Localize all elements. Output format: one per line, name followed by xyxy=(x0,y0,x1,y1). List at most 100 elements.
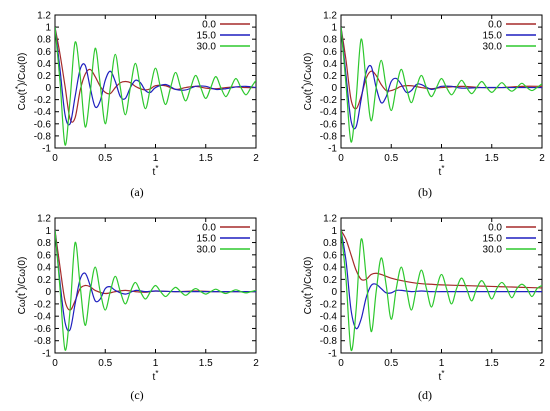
x-tick-label: 0.5 xyxy=(384,358,398,369)
chart-panel-1: -1-0.8-0.6-0.4-0.200.20.40.60.811.20 0.5 1… xyxy=(14,11,259,200)
x-tick-label: 1.5 xyxy=(199,153,213,164)
y-tick-label: 0.4 xyxy=(323,59,337,70)
series-line-15.0 xyxy=(341,230,542,330)
series-line-0.0 xyxy=(55,26,256,123)
x-tick-label: 1 xyxy=(153,153,159,164)
y-tick-label: -0.2 xyxy=(320,95,338,106)
legend-label: 30.0 xyxy=(197,245,217,256)
x-tick-label: 1.5 xyxy=(485,358,499,369)
y-tick-label: 0.4 xyxy=(323,263,337,274)
legend-label: 30.0 xyxy=(483,245,503,256)
y-tick-label: 0 xyxy=(331,287,337,298)
y-tick-label: 0 xyxy=(45,287,51,298)
series-line-0.0 xyxy=(341,229,542,289)
series-line-15.0 xyxy=(55,230,256,332)
series-line-0.0 xyxy=(341,27,542,110)
x-tick-label: 2 xyxy=(253,153,259,164)
series-line-30.0 xyxy=(341,230,542,352)
legend-label: 15.0 xyxy=(483,234,503,245)
y-tick-label: 0.4 xyxy=(37,59,51,70)
y-tick-label: 1 xyxy=(331,23,337,34)
y-tick-label: -1 xyxy=(42,144,51,155)
x-tick-label: 0 xyxy=(338,153,344,164)
y-tick-label: 1.2 xyxy=(37,11,51,22)
y-tick-label: -0.8 xyxy=(320,336,338,347)
y-tick-label: -0.6 xyxy=(320,324,338,335)
legend-label: 0.0 xyxy=(488,223,502,234)
y-tick-label: 0.2 xyxy=(323,71,337,82)
y-tick-label: -1 xyxy=(328,349,337,360)
y-tick-label: -0.6 xyxy=(34,119,52,130)
y-tick-label: 0.8 xyxy=(37,238,51,249)
series-line-15.0 xyxy=(55,27,256,126)
y-tick-label: 1 xyxy=(45,23,51,34)
y-tick-label: 1.2 xyxy=(323,214,337,225)
x-tick-label: 2 xyxy=(539,153,545,164)
panel-caption: (c) xyxy=(130,388,143,402)
y-tick-label: -0.6 xyxy=(320,119,338,130)
x-tick-label: 1 xyxy=(439,358,445,369)
y-axis-label: Cω(t*)/Cω(0) xyxy=(14,53,28,111)
y-tick-label: -1 xyxy=(328,144,337,155)
y-tick-label: -0.8 xyxy=(34,336,52,347)
y-tick-label: 1 xyxy=(45,226,51,237)
legend-label: 15.0 xyxy=(483,31,503,42)
y-tick-label: 0.8 xyxy=(323,238,337,249)
x-tick-label: 0.5 xyxy=(384,153,398,164)
y-tick-label: 0.2 xyxy=(323,275,337,286)
y-tick-label: -0.4 xyxy=(34,312,52,323)
y-axis-label: Cω(t*)/Cω(0) xyxy=(300,53,314,111)
x-tick-label: 1 xyxy=(153,358,159,369)
chart-panel-3: -1-0.8-0.6-0.4-0.200.20.40.60.811.20 0.5 1… xyxy=(14,214,259,403)
y-tick-label: 0 xyxy=(45,83,51,94)
y-tick-label: 0.2 xyxy=(37,275,51,286)
legend-label: 0.0 xyxy=(202,20,216,31)
y-tick-label: -1 xyxy=(42,349,51,360)
x-tick-label: 0 xyxy=(52,153,58,164)
x-tick-label: 2 xyxy=(253,358,259,369)
x-tick-label: 2 xyxy=(539,358,545,369)
y-tick-label: 0.6 xyxy=(323,47,337,58)
x-axis-label: t* xyxy=(439,369,445,383)
y-tick-label: 0.4 xyxy=(37,263,51,274)
y-tick-label: -0.2 xyxy=(34,299,52,310)
x-tick-label: 1.5 xyxy=(485,153,499,164)
y-tick-label: -0.8 xyxy=(320,131,338,142)
x-tick-label: 1 xyxy=(439,153,445,164)
x-axis-label: t* xyxy=(153,369,159,383)
series-line-0.0 xyxy=(55,230,256,311)
y-tick-label: 0 xyxy=(331,83,337,94)
legend-label: 0.0 xyxy=(202,223,216,234)
y-tick-label: 1.2 xyxy=(37,214,51,225)
series-line-30.0 xyxy=(55,230,256,351)
x-tick-label: 0 xyxy=(338,358,344,369)
legend-label: 30.0 xyxy=(483,42,503,53)
y-axis-label: Cω(t*)/Cω(0) xyxy=(14,257,28,315)
y-tick-label: 0.8 xyxy=(323,35,337,46)
x-tick-label: 0 xyxy=(52,358,58,369)
panel-caption: (b) xyxy=(418,185,432,199)
legend-label: 15.0 xyxy=(197,234,217,245)
panel-caption: (a) xyxy=(130,185,143,199)
series-line-30.0 xyxy=(341,27,542,143)
y-tick-label: 0.6 xyxy=(323,250,337,261)
legend-label: 15.0 xyxy=(197,31,217,42)
x-tick-label: 0.5 xyxy=(98,358,112,369)
series-line-15.0 xyxy=(341,27,542,130)
chart-panel-4: -1-0.8-0.6-0.4-0.200.20.40.60.811.20 0.5 1… xyxy=(300,214,545,403)
series-line-30.0 xyxy=(55,27,256,146)
y-tick-label: -0.6 xyxy=(34,324,52,335)
x-axis-label: t* xyxy=(153,164,159,178)
x-axis-label: t* xyxy=(439,164,445,178)
y-tick-label: 1.2 xyxy=(323,11,337,22)
x-tick-label: 0.5 xyxy=(98,153,112,164)
legend-label: 0.0 xyxy=(488,20,502,31)
y-axis-label: Cω(t*)/Cω(0) xyxy=(300,257,314,315)
y-tick-label: -0.8 xyxy=(34,131,52,142)
panel-caption: (d) xyxy=(418,388,432,402)
y-tick-label: -0.4 xyxy=(34,107,52,118)
y-tick-label: 0.6 xyxy=(37,47,51,58)
y-tick-label: 0.6 xyxy=(37,250,51,261)
x-tick-label: 1.5 xyxy=(199,358,213,369)
